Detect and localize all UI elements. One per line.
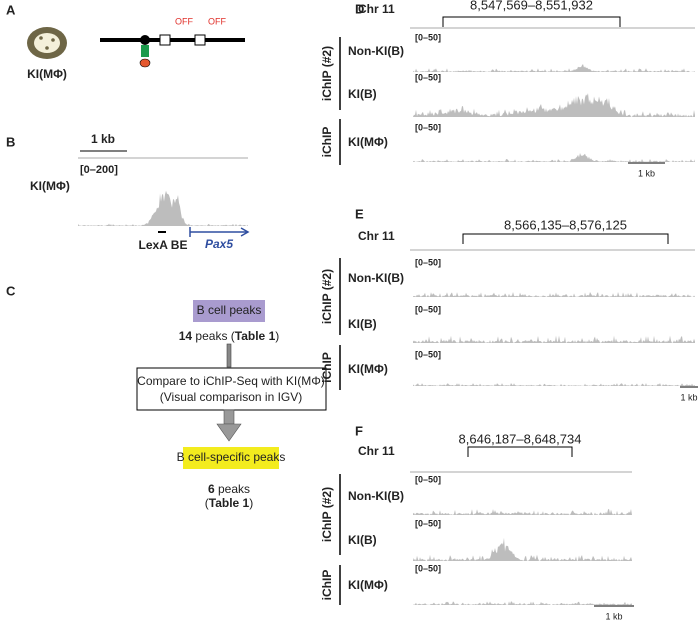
arrow-shaft [223,409,235,425]
element-label: LexA BE [139,238,188,252]
coordinates: 8,547,569–8,551,932 [470,0,593,12]
site [194,34,206,46]
group-label: iChIP [320,352,334,383]
track-name: KI(MΦ) [348,578,388,592]
range: [0–50] [415,304,441,314]
count-text: ) [275,329,279,343]
range: [0–50] [415,257,441,267]
box-text: B cell-specific peaks [177,450,286,464]
bracket [462,233,669,244]
signal-track [413,153,695,162]
group-label: iChIP [320,570,334,601]
dot [45,46,49,50]
dot [51,38,55,42]
track-name: KI(B) [348,533,377,547]
track-name: KI(B) [348,87,377,101]
track-name: Non-KI(B) [348,271,404,285]
range: [0–200] [80,164,118,176]
count-ref: Table 1 [209,496,250,510]
signal-track [413,292,695,297]
scale-label: 1 kb [638,168,655,178]
signal-track [413,64,695,72]
binding-element [158,231,166,233]
dot [39,36,43,40]
box-text: B cell peaks [197,303,262,317]
range: [0–50] [415,349,441,359]
signal-track [413,537,632,561]
group-label: iChIP [320,127,334,158]
arrow-head [216,423,242,442]
track-name: KI(MΦ) [30,179,70,193]
count-text: ( [205,496,209,510]
gene-label: Pax5 [205,237,233,251]
box-text: (Visual comparison in IGV) [160,390,303,404]
count-text: peaks ( [192,329,235,343]
chromosome: Chr 11 [358,2,395,16]
range: [0–50] [415,32,441,42]
track-name: Non-KI(B) [348,489,404,503]
range: [0–50] [415,122,441,132]
group-label: iChIP (#2) [320,487,334,542]
scale-label: 1 kb [91,132,115,146]
count: 6 peaks [208,482,250,496]
signal-track [413,383,695,386]
panel-label: A [6,2,16,17]
lexa [140,35,150,45]
track-name: KI(B) [348,317,377,331]
chromosome: Chr 11 [358,229,395,243]
count-ref: Table 1 [235,329,276,343]
count-num: 14 [179,329,193,343]
signal-track [413,335,695,343]
bracket [442,16,621,27]
scale-label: 1 kb [680,392,697,402]
range: [0–50] [415,563,441,573]
count-num: 6 [208,482,215,496]
site [159,34,171,46]
connector [226,343,232,368]
panel-label: F [355,423,363,438]
track-name: KI(MΦ) [348,362,388,376]
range: [0–50] [415,474,441,484]
range: [0–50] [415,72,441,82]
box [183,447,279,469]
track-name: KI(MΦ) [348,135,388,149]
box-text: Compare to iChIP-Seq with KI(MΦ) [137,374,325,388]
signal-track [413,508,632,515]
box [193,300,265,322]
signal-track [413,93,695,117]
track-name: Non-KI(B) [348,44,404,58]
tag [139,58,151,68]
coordinates: 8,566,135–8,576,125 [504,217,627,232]
panel-label: B [6,134,15,149]
count: (Table 1) [205,496,253,510]
cell-label: KI(MΦ) [27,67,67,81]
cell-nucleus [34,33,60,53]
group-label: iChIP (#2) [320,269,334,324]
signal-track [413,601,632,605]
coordinates: 8,646,187–8,648,734 [459,431,582,446]
count: 14 peaks (Table 1) [179,329,280,343]
scale-label: 1 kb [605,611,622,621]
arrowhead [240,227,250,237]
panel-label: E [355,206,364,221]
fusion [141,45,149,57]
panel-label: C [6,283,16,298]
signal-track [78,190,248,226]
off-label: OFF [175,16,193,26]
count-text: peaks [215,482,250,496]
off-label: OFF [208,16,226,26]
range: [0–50] [415,518,441,528]
bracket [467,446,573,457]
panel-label: D [355,1,364,16]
chromosome: Chr 11 [358,444,395,458]
count-text: ) [249,496,253,510]
group-label: iChIP (#2) [320,46,334,101]
